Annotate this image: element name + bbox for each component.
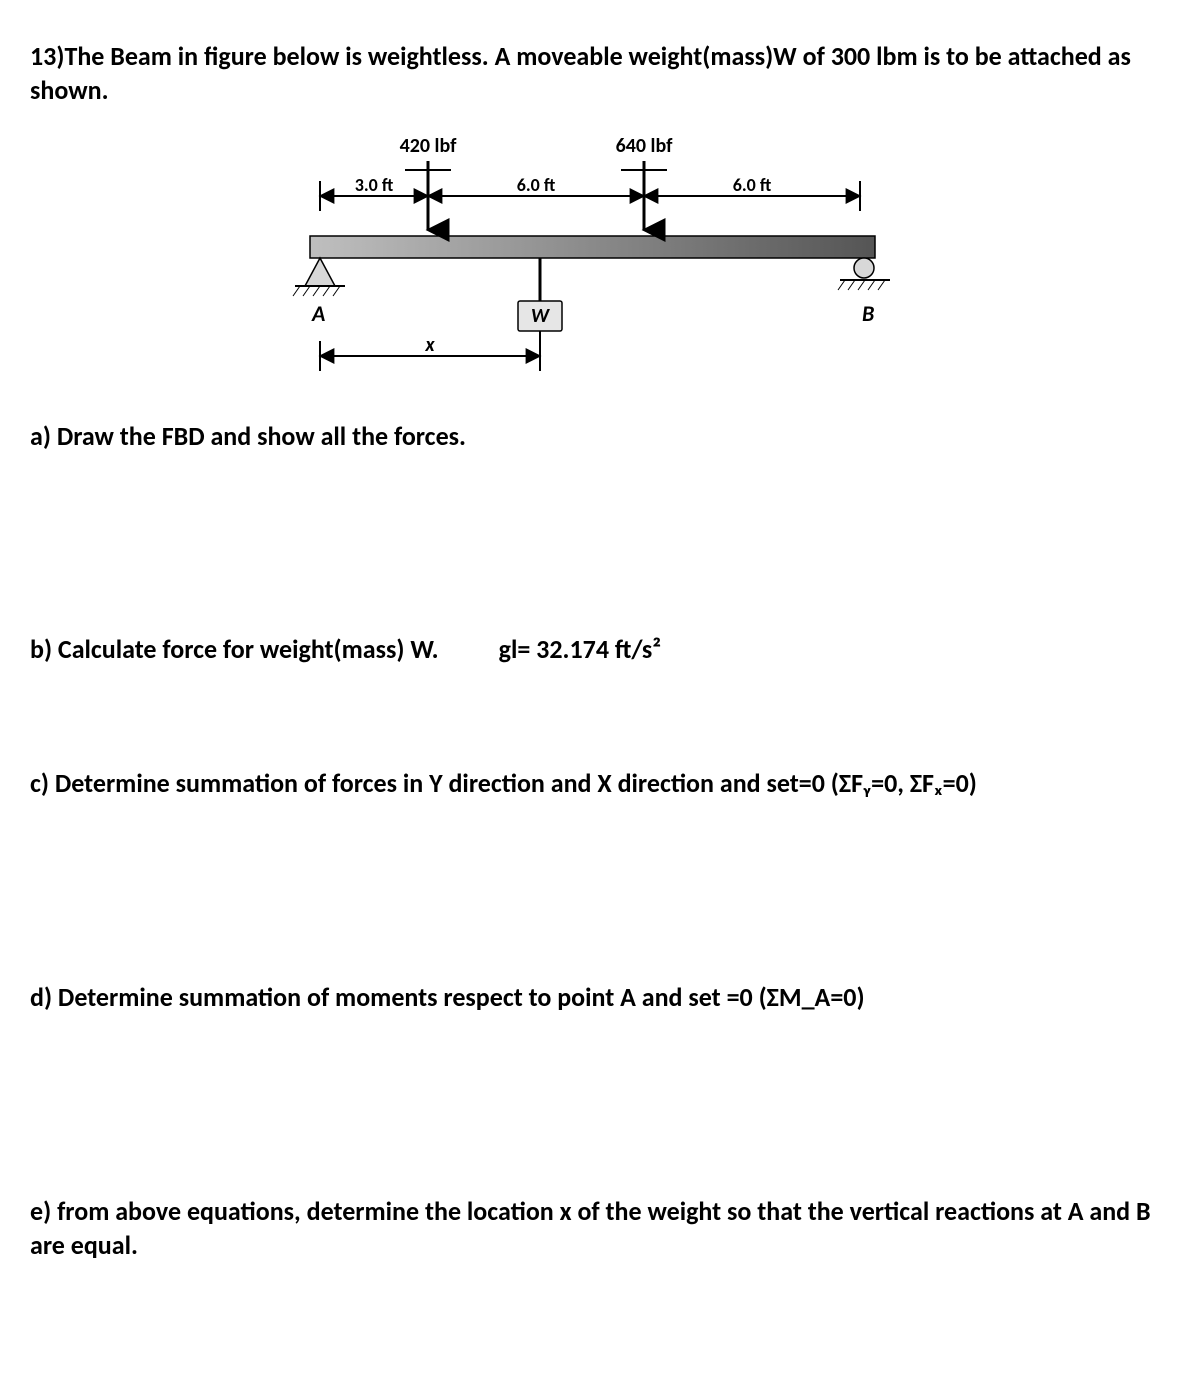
part-e: e) from above equations, determine the l… — [30, 1195, 1170, 1263]
dim-2-label: 6.0 ft — [517, 174, 556, 196]
dim-3: 6.0 ft — [644, 174, 860, 211]
weight-w-label: W — [531, 304, 551, 328]
dim-3-label: 6.0 ft — [733, 174, 772, 196]
dim-1-label: 3.0 ft — [355, 174, 394, 196]
force-640-label: 640 lbf — [616, 134, 673, 158]
support-a: A — [293, 258, 345, 327]
part-c: c) Determine summation of forces in Y di… — [30, 767, 1170, 801]
part-a: a) Draw the FBD and show all the forces. — [30, 420, 1170, 454]
force-640: 640 lbf — [616, 134, 673, 230]
force-420-label: 420 lbf — [400, 134, 457, 158]
beam-figure: A B 420 lbf 640 lbf — [250, 126, 950, 396]
problem-intro: 13)The Beam in figure below is weightles… — [30, 40, 1170, 108]
force-420: 420 lbf — [400, 134, 457, 230]
dim-1: 3.0 ft — [320, 174, 428, 211]
dim-x: x — [320, 331, 540, 371]
support-a-label: A — [311, 300, 325, 327]
page: 13)The Beam in figure below is weightles… — [0, 0, 1200, 1381]
part-b-given: gl= 32.174 ft/s² — [499, 633, 661, 667]
dim-2: 6.0 ft — [428, 174, 644, 196]
part-b: b) Calculate force for weight(mass) W. — [30, 633, 439, 667]
weight-w: W — [518, 258, 562, 331]
beam-rect — [310, 236, 875, 258]
dim-x-label: x — [424, 333, 435, 357]
support-b-label: B — [862, 300, 874, 327]
support-b: B — [838, 258, 890, 327]
part-d: d) Determine summation of moments respec… — [30, 981, 1170, 1015]
